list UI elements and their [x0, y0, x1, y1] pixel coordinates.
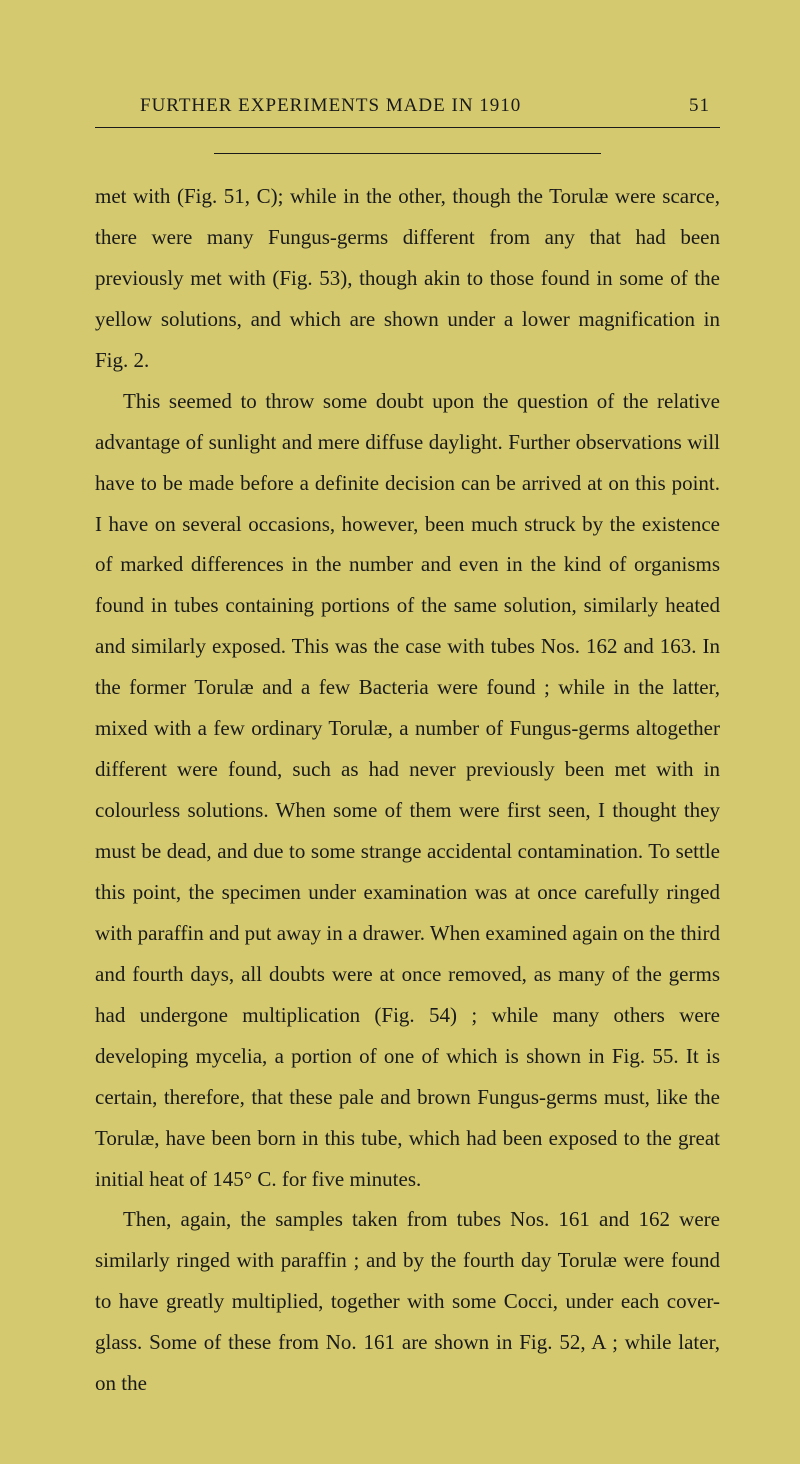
page-container: FURTHER EXPERIMENTS MADE IN 1910 51 met …: [0, 0, 800, 1464]
paragraph-2: This seemed to throw some doubt upon the…: [95, 381, 720, 1200]
page-number: 51: [689, 95, 710, 117]
header-title: FURTHER EXPERIMENTS MADE IN 1910: [140, 95, 521, 117]
body-text-container: met with (Fig. 51, C); while in the othe…: [95, 176, 720, 1404]
running-header: FURTHER EXPERIMENTS MADE IN 1910 51: [95, 95, 720, 117]
header-rule: [95, 127, 720, 128]
paragraph-3: Then, again, the samples taken from tube…: [95, 1199, 720, 1404]
paragraph-1: met with (Fig. 51, C); while in the othe…: [95, 176, 720, 381]
sub-rule: [214, 153, 602, 154]
